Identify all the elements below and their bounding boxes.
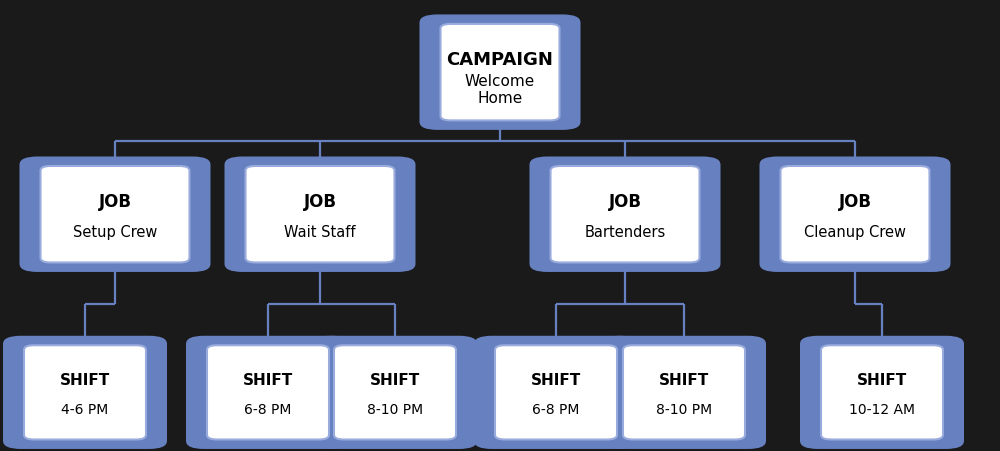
Text: JOB: JOB xyxy=(304,193,336,212)
Text: Welcome
Home: Welcome Home xyxy=(465,74,535,106)
FancyBboxPatch shape xyxy=(760,156,950,272)
Text: SHIFT: SHIFT xyxy=(60,373,110,388)
FancyBboxPatch shape xyxy=(24,345,146,439)
FancyBboxPatch shape xyxy=(224,156,416,272)
FancyBboxPatch shape xyxy=(246,166,394,262)
Text: JOB: JOB xyxy=(608,193,642,212)
Text: JOB: JOB xyxy=(838,193,872,212)
FancyBboxPatch shape xyxy=(495,345,617,439)
FancyBboxPatch shape xyxy=(530,156,720,272)
Text: CAMPAIGN: CAMPAIGN xyxy=(447,51,553,69)
FancyBboxPatch shape xyxy=(3,336,167,449)
Text: 8-10 PM: 8-10 PM xyxy=(656,403,712,417)
FancyBboxPatch shape xyxy=(20,156,211,272)
Text: JOB: JOB xyxy=(98,193,132,212)
FancyBboxPatch shape xyxy=(334,345,456,439)
Text: SHIFT: SHIFT xyxy=(857,373,907,388)
FancyBboxPatch shape xyxy=(800,336,964,449)
Text: 6-8 PM: 6-8 PM xyxy=(532,403,580,417)
FancyBboxPatch shape xyxy=(207,345,329,439)
Text: Setup Crew: Setup Crew xyxy=(73,225,157,239)
Text: SHIFT: SHIFT xyxy=(659,373,709,388)
FancyBboxPatch shape xyxy=(550,166,700,262)
FancyBboxPatch shape xyxy=(821,345,943,439)
Text: 4-6 PM: 4-6 PM xyxy=(61,403,109,417)
Text: Wait Staff: Wait Staff xyxy=(284,225,356,239)
FancyBboxPatch shape xyxy=(474,336,638,449)
FancyBboxPatch shape xyxy=(186,336,350,449)
FancyBboxPatch shape xyxy=(40,166,190,262)
Text: SHIFT: SHIFT xyxy=(243,373,293,388)
Text: Bartenders: Bartenders xyxy=(584,225,666,239)
Text: SHIFT: SHIFT xyxy=(531,373,581,388)
Text: 8-10 PM: 8-10 PM xyxy=(367,403,423,417)
FancyBboxPatch shape xyxy=(623,345,745,439)
FancyBboxPatch shape xyxy=(780,166,930,262)
FancyBboxPatch shape xyxy=(313,336,477,449)
FancyBboxPatch shape xyxy=(420,14,580,130)
FancyBboxPatch shape xyxy=(440,24,560,120)
Text: SHIFT: SHIFT xyxy=(370,373,420,388)
Text: 6-8 PM: 6-8 PM xyxy=(244,403,292,417)
Text: 10-12 AM: 10-12 AM xyxy=(849,403,915,417)
Text: Cleanup Crew: Cleanup Crew xyxy=(804,225,906,239)
FancyBboxPatch shape xyxy=(602,336,766,449)
